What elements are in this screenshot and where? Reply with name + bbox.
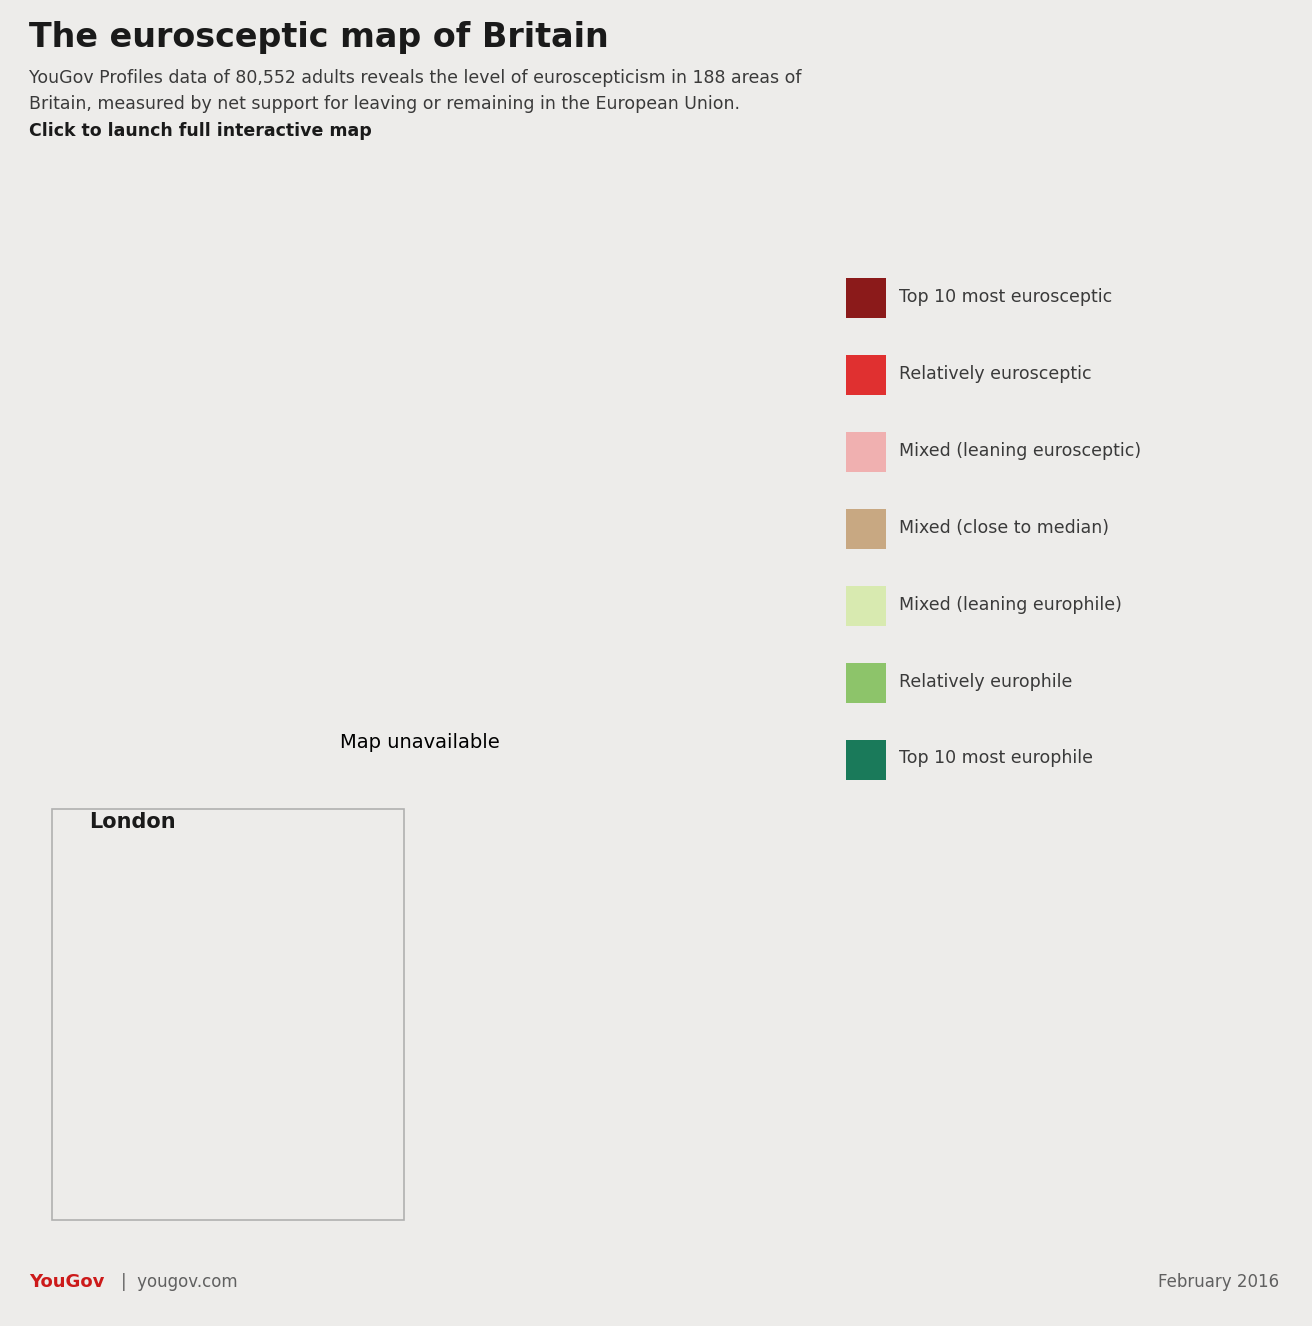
Text: London: London xyxy=(89,812,176,831)
Text: Top 10 most europhile: Top 10 most europhile xyxy=(899,749,1093,768)
Text: Relatively eurosceptic: Relatively eurosceptic xyxy=(899,365,1092,383)
Text: The eurosceptic map of Britain: The eurosceptic map of Britain xyxy=(29,21,609,54)
Text: February 2016: February 2016 xyxy=(1158,1273,1279,1292)
Text: YouGov Profiles data of 80,552 adults reveals the level of euroscepticism in 188: YouGov Profiles data of 80,552 adults re… xyxy=(29,69,802,88)
Text: YouGov: YouGov xyxy=(29,1273,104,1292)
Text: Britain, measured by net support for leaving or remaining in the European Union.: Britain, measured by net support for lea… xyxy=(29,95,740,114)
Text: Top 10 most eurosceptic: Top 10 most eurosceptic xyxy=(899,288,1113,306)
Text: Mixed (close to median): Mixed (close to median) xyxy=(899,518,1109,537)
Text: Map unavailable: Map unavailable xyxy=(340,733,500,752)
Text: Relatively europhile: Relatively europhile xyxy=(899,672,1072,691)
Text: |  yougov.com: | yougov.com xyxy=(121,1273,237,1292)
Text: Mixed (leaning europhile): Mixed (leaning europhile) xyxy=(899,595,1122,614)
Text: Click to launch full interactive map: Click to launch full interactive map xyxy=(29,122,371,141)
Text: Mixed (leaning eurosceptic): Mixed (leaning eurosceptic) xyxy=(899,442,1141,460)
